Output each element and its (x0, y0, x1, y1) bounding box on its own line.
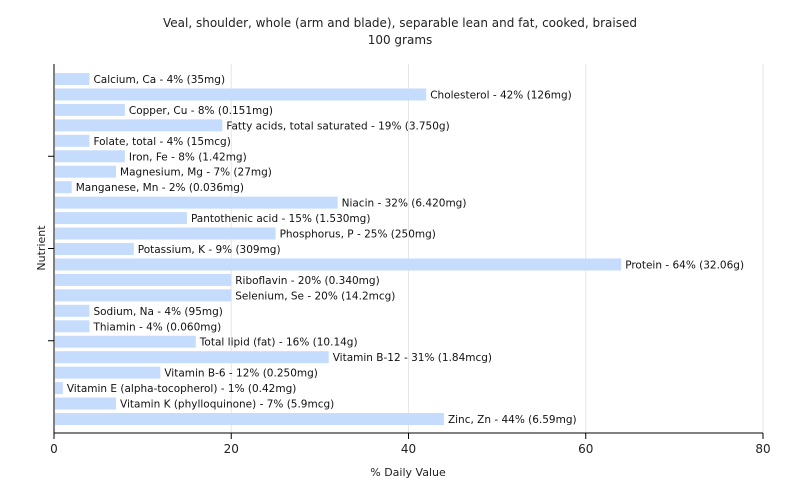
axes: 0 20 40 60 80 (48, 64, 771, 456)
bar-label: Cholesterol - 42% (126mg) (430, 89, 572, 101)
bars: Calcium, Ca - 4% (35mg) Cholesterol - 42%… (55, 73, 744, 426)
bar-label: Vitamin E (alpha-tocopherol) - 1% (0.42m… (67, 383, 296, 395)
bar-label: Folate, total - 4% (15mcg) (93, 136, 230, 148)
x-tick-label: 0 (50, 442, 58, 456)
bar (55, 397, 117, 410)
bar-label: Zinc, Zn - 44% (6.59mg) (448, 414, 577, 426)
bar (55, 165, 117, 178)
x-tick-label: 60 (578, 442, 593, 456)
bar (55, 243, 134, 255)
grid-lines (230, 64, 764, 433)
bar (55, 88, 427, 101)
x-tick-label: 80 (755, 442, 770, 456)
x-tick-label: 40 (401, 442, 416, 456)
chart-subtitle: 100 grams (368, 33, 433, 47)
bar-label: Thiamin - 4% (0.060mg) (92, 321, 221, 333)
bar-label: Manganese, Mn - 2% (0.036mg) (76, 182, 244, 194)
bar (55, 304, 90, 317)
bar (55, 413, 444, 425)
bar-label: Vitamin K (phylloquinone) - 7% (5.9mcg) (120, 399, 334, 411)
bar (55, 103, 125, 116)
bar (55, 258, 622, 271)
bar (55, 289, 232, 302)
bar-label: Calcium, Ca - 4% (35mg) (93, 74, 225, 86)
bar (55, 196, 338, 209)
bar-label: Total lipid (fat) - 16% (10.14g) (199, 337, 358, 349)
bar (55, 181, 72, 194)
bar (55, 273, 232, 286)
bar (55, 335, 196, 348)
bar (55, 119, 223, 132)
bar-label: Iron, Fe - 8% (1.42mg) (129, 151, 247, 163)
bar (55, 212, 187, 225)
x-tick-label: 20 (224, 442, 239, 456)
bar-label: Sodium, Na - 4% (95mg) (93, 306, 222, 318)
bar-label: Phosphorus, P - 25% (250mg) (280, 229, 436, 241)
bar (55, 150, 125, 163)
bar-label: Potassium, K - 9% (309mg) (138, 244, 281, 256)
bar-label: Fatty acids, total saturated - 19% (3.75… (226, 120, 449, 132)
bar-label: Vitamin B-12 - 31% (1.84mcg) (333, 352, 492, 364)
bar-label: Protein - 64% (32.06g) (625, 259, 744, 271)
y-axis-label: Nutrient (35, 225, 48, 271)
bar (55, 134, 90, 147)
bar-label: Copper, Cu - 8% (0.151mg) (129, 105, 273, 117)
bar (55, 366, 161, 379)
bar (55, 227, 276, 240)
bar-label: Riboflavin - 20% (0.340mg) (235, 275, 379, 287)
bar-label: Vitamin B-6 - 12% (0.250mg) (164, 368, 318, 380)
chart-title: Veal, shoulder, whole (arm and blade), s… (163, 16, 637, 30)
bar (55, 320, 90, 333)
x-axis-label: % Daily Value (370, 466, 446, 479)
bar-label: Niacin - 32% (6.420mg) (342, 198, 467, 210)
bar-label: Magnesium, Mg - 7% (27mg) (120, 167, 272, 179)
bar (55, 382, 63, 395)
bar-label: Selenium, Se - 20% (14.2mcg) (235, 290, 395, 302)
bar (55, 351, 329, 364)
bar (55, 73, 90, 85)
bar-label: Pantothenic acid - 15% (1.530mg) (191, 213, 370, 225)
